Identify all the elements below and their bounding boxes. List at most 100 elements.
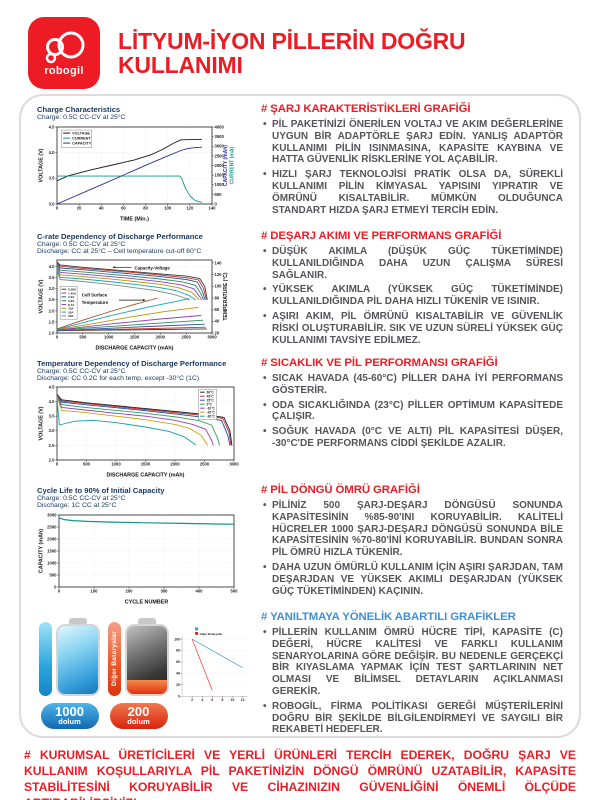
bullet: HIZLI ŞARJ TEKNOLOJİSİ PRATİK OLSA DA, S… xyxy=(261,169,563,216)
svg-text:200: 200 xyxy=(126,589,134,594)
svg-text:2000: 2000 xyxy=(156,335,166,340)
section-heading: # SICAKLIK VE PİL PERFORMANSI GRAFİĞİ xyxy=(261,357,498,369)
svg-text:VOLTAGE: VOLTAGE xyxy=(72,131,90,135)
svg-text:6: 6 xyxy=(211,698,213,702)
svg-text:80: 80 xyxy=(143,206,148,211)
svg-text:29A: 29A xyxy=(68,314,74,318)
svg-text:4.0: 4.0 xyxy=(49,264,55,269)
svg-text:1.0: 1.0 xyxy=(49,330,55,335)
bullet: SICAK HAVADA (45-60°C) PİLLER DAHA İYİ P… xyxy=(261,373,563,397)
row-temperature-performance: Temperature Dependency of Discharge Perf… xyxy=(25,352,575,479)
chart-title: Cycle Life to 90% of Initial Capacity xyxy=(37,486,165,495)
row-charge-characteristics: Charge Characteristics Charge: 0.5C CC-C… xyxy=(25,98,575,225)
svg-text:-20°C: -20°C xyxy=(207,410,216,414)
svg-text:1500: 1500 xyxy=(215,173,225,178)
svg-text:4.0: 4.0 xyxy=(49,399,55,404)
chart-subtitle: Discharge: CC at 25°C – Cell temperature… xyxy=(37,248,202,255)
svg-text:2000: 2000 xyxy=(47,536,57,541)
svg-text:120: 120 xyxy=(215,272,223,277)
battery-comparison-graphic: 1000 dolum Diğer Bataryalar xyxy=(25,606,251,733)
svg-text:4.5: 4.5 xyxy=(49,384,55,389)
svg-text:CAPACITY: CAPACITY xyxy=(72,141,92,145)
svg-text:20: 20 xyxy=(77,206,82,211)
svg-text:VOLTAGE (V): VOLTAGE (V) xyxy=(39,279,45,313)
temperature-discharge-plot: 0 500 1000 1500 2000 2500 3000 2.0 2.5 3.0 3.5 4.0 4… xyxy=(39,384,240,479)
svg-text:60: 60 xyxy=(176,660,180,664)
section-heading: # PİL DÖNGÜ ÖMRÜ GRAFİĞİ xyxy=(261,484,420,496)
bullet: PİLİNİZ 500 ŞARJ-DEŞARJ DÖNGÜSÜ SONUNDA … xyxy=(261,500,563,559)
svg-text:0: 0 xyxy=(58,589,61,594)
chart-title: Temperature Dependency of Discharge Perf… xyxy=(37,359,227,368)
svg-text:80: 80 xyxy=(176,649,180,653)
svg-text:3000: 3000 xyxy=(229,462,239,467)
chart-subtitle: Charge: 0.5C CC-CV at 25°C xyxy=(37,114,126,121)
robogil-battery: 1000 dolum xyxy=(39,618,100,730)
section-heading: # YANILTMAYA YÖNELİK ABARTILI GRAFİKLER xyxy=(261,611,516,623)
svg-text:2500: 2500 xyxy=(200,462,210,467)
row-cycle-life: Cycle Life to 90% of Initial Capacity Ch… xyxy=(25,479,575,606)
svg-text:40: 40 xyxy=(215,319,220,324)
chart-subtitle: Charge: 0.5C CC-CV at 25°C xyxy=(37,495,126,502)
svg-text:1500: 1500 xyxy=(141,462,151,467)
footer-text: # KURUMSAL ÜRETİCİLERİ VE YERLİ ÜRÜNLERİ… xyxy=(24,748,576,800)
other-batteries-label-bar: Diğer Bataryalar xyxy=(108,622,121,696)
bullet: AŞIRI AKIM, PİL ÖMRÜNÜ KISALTABİLİR VE G… xyxy=(261,311,563,346)
low-battery-body xyxy=(125,624,169,696)
section-heading: # ŞARJ KARAKTERİSTİKLERİ GRAFİĞİ xyxy=(261,103,471,115)
cycle-badge-1000: 1000 dolum xyxy=(40,703,99,730)
section-desarj-akimi: # DEŞARJ AKIMI VE PERFORMANS GRAFİĞİ DÜŞ… xyxy=(251,225,575,352)
chart-title: C-rate Dependency of Discharge Performan… xyxy=(37,232,203,241)
svg-text:0: 0 xyxy=(56,335,59,340)
svg-text:100: 100 xyxy=(164,206,172,211)
svg-text:500: 500 xyxy=(215,192,223,197)
svg-text:CAPACITY (mAh): CAPACITY (mAh) xyxy=(223,145,229,186)
svg-text:300: 300 xyxy=(161,589,169,594)
svg-text:0: 0 xyxy=(56,206,59,211)
bullet: SOĞUK HAVADA (0°C VE ALTI) PİL KAPASİTES… xyxy=(261,426,563,450)
svg-text:2.0: 2.0 xyxy=(49,457,55,462)
robogil-logo: robogil xyxy=(28,17,100,89)
svg-text:Capacity-Voltage: Capacity-Voltage xyxy=(135,265,171,270)
logo-wordmark: robogil xyxy=(44,64,84,77)
svg-text:2500: 2500 xyxy=(182,335,192,340)
svg-text:40: 40 xyxy=(176,672,180,676)
svg-text:4000: 4000 xyxy=(215,124,225,129)
bullet-list: SICAK HAVADA (45-60°C) PİLLER DAHA İYİ P… xyxy=(261,373,563,450)
bullet-list: PİLİNİZ 500 ŞARJ-DEŞARJ DÖNGÜSÜ SONUNDA … xyxy=(261,500,563,597)
svg-text:-30°C: -30°C xyxy=(207,414,216,418)
svg-text:1000: 1000 xyxy=(111,462,121,467)
svg-text:2: 2 xyxy=(191,698,193,702)
svg-text:500: 500 xyxy=(50,572,58,577)
svg-text:140: 140 xyxy=(209,206,217,211)
other-batteries-label: Diğer Bataryalar xyxy=(111,631,118,687)
svg-text:40: 40 xyxy=(99,206,104,211)
low-charge-fill xyxy=(127,680,167,694)
svg-text:4.0: 4.0 xyxy=(49,150,55,155)
svg-text:3000: 3000 xyxy=(215,144,225,149)
svg-text:80: 80 xyxy=(215,295,220,300)
svg-text:4: 4 xyxy=(201,698,203,702)
svg-text:20: 20 xyxy=(215,330,220,335)
robogil-circles-icon xyxy=(42,30,86,65)
svg-text:CURRENT (mA): CURRENT (mA) xyxy=(230,147,236,185)
bullet: ROBOGİL, FİRMA POLİTİKASI GEREĞİ MÜŞTERİ… xyxy=(261,701,563,733)
cycle-badge-200: 200 dolum xyxy=(109,703,168,730)
svg-text:CAPACITY (mAh): CAPACITY (mAh) xyxy=(39,529,45,573)
svg-text:Diğer Bataryalar: Diğer Bataryalar xyxy=(200,632,224,636)
bullet: DAHA UZUN ÖMÜRLÜ KULLANIM İÇİN AŞIRI ŞAR… xyxy=(261,562,563,597)
svg-text:0.58A: 0.58A xyxy=(68,288,77,292)
svg-text:TIME (Min.): TIME (Min.) xyxy=(120,217,149,223)
chart-subtitle: Charge: 0.5C CC-CV at 25°C xyxy=(37,241,126,248)
row-discharge-performance: C-rate Dependency of Discharge Performan… xyxy=(25,225,575,352)
battery-terminal xyxy=(138,618,156,624)
svg-text:13A: 13A xyxy=(68,307,74,311)
chart-subtitle: Charge: 0.5C CC-CV at 25°C xyxy=(37,368,126,375)
svg-text:DISCHARGE CAPACITY (mAh): DISCHARGE CAPACITY (mAh) xyxy=(107,473,185,479)
svg-text:3.0: 3.0 xyxy=(49,286,55,291)
svg-text:8: 8 xyxy=(221,698,223,702)
svg-text:Temperature: Temperature xyxy=(82,300,109,305)
svg-text:60°C: 60°C xyxy=(207,390,215,394)
charge-characteristics-plot: 0 20 40 60 80 100 120 140 3.0 3.5 4.0 4.5 0 500 1000 15… xyxy=(39,124,236,223)
svg-text:0: 0 xyxy=(54,584,57,589)
bullet-list: PİL PAKETİNİZİ ÖNERİLEN VOLTAJ VE AKIM D… xyxy=(261,119,563,216)
